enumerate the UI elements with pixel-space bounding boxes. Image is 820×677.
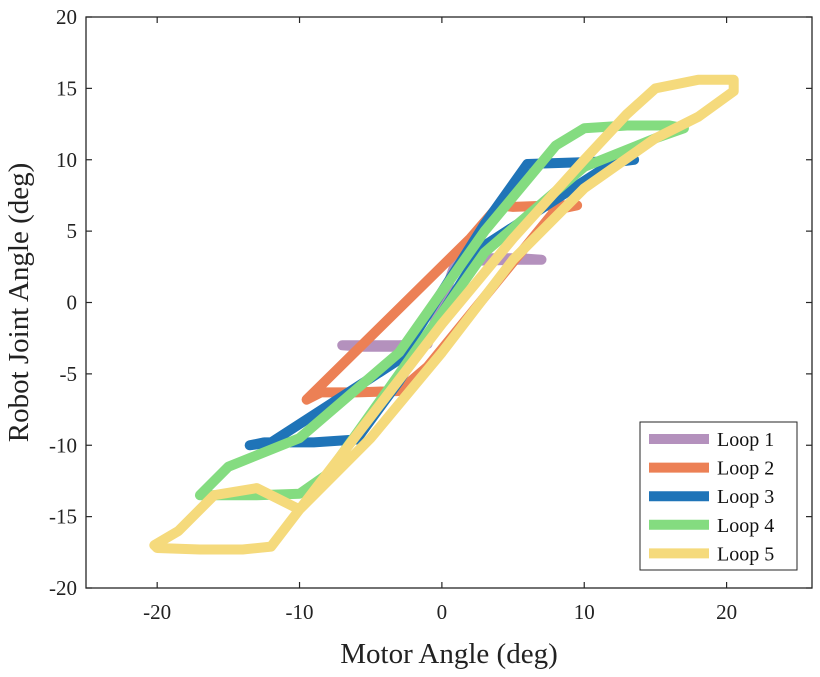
- y-tick-label: -15: [49, 505, 77, 529]
- y-tick-label: 5: [67, 219, 78, 243]
- x-tick-label: -20: [143, 600, 171, 624]
- legend-label-loop-1: Loop 1: [717, 429, 774, 451]
- legend-label-loop-4: Loop 4: [717, 515, 774, 537]
- y-tick-label: 20: [56, 5, 77, 29]
- y-tick-label: 15: [56, 76, 77, 100]
- y-tick-label: -5: [60, 362, 78, 386]
- x-axis-title: Motor Angle (deg): [340, 638, 557, 670]
- series-line-loop-5: [149, 74, 739, 555]
- y-tick-label: -20: [49, 576, 77, 600]
- y-axis-title: Robot Joint Angle (deg): [3, 163, 35, 443]
- tick-group: -20 -10 0 10 20 -20 -15 -10 -5 0 5 10 15 20: [49, 5, 812, 624]
- y-tick-label: 0: [67, 291, 78, 315]
- y-tick-label: -10: [49, 433, 77, 457]
- legend: Loop 1 Loop 2 Loop 3 Loop 4 Loop 5: [639, 421, 798, 571]
- x-tick-label: 10: [574, 600, 595, 624]
- legend-label-loop-2: Loop 2: [717, 458, 774, 480]
- x-tick-label: 20: [716, 600, 737, 624]
- y-tick-label: 10: [56, 148, 77, 172]
- legend-label-loop-5: Loop 5: [717, 543, 774, 565]
- legend-label-loop-3: Loop 3: [717, 486, 774, 508]
- x-tick-label: 0: [437, 600, 448, 624]
- series-group: [149, 74, 739, 555]
- x-tick-label: -10: [286, 600, 314, 624]
